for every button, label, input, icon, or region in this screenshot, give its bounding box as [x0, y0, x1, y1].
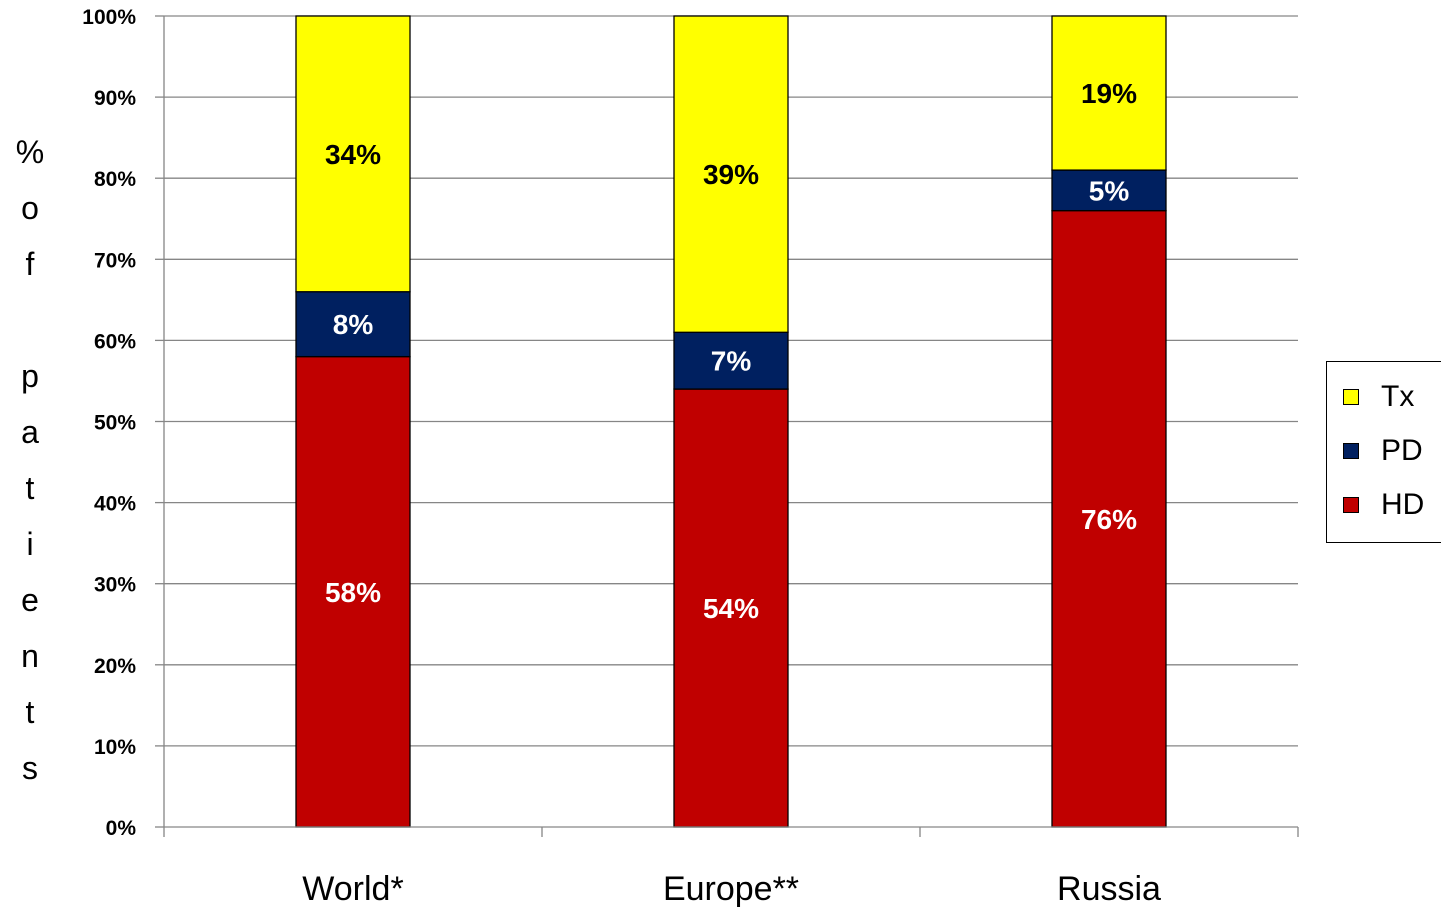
- bar-pd-0: [295, 291, 411, 358]
- bar-pd-2: [1051, 169, 1167, 212]
- x-tick-label: World*: [302, 870, 403, 908]
- y-tick-labels: 0% 10% 20% 30% 40% 50% 60% 70% 80% 90% 100%: [82, 6, 136, 840]
- legend-label-hd: HD: [1381, 488, 1425, 521]
- legend-swatch-pd: [1343, 443, 1359, 459]
- data-label: 76%: [1081, 504, 1137, 535]
- y-tick-label: 30%: [94, 574, 136, 597]
- y-tick-label: 60%: [94, 330, 136, 353]
- legend-label-tx: Tx: [1381, 380, 1415, 413]
- legend-swatch-tx: [1343, 389, 1359, 405]
- legend-item-hd: HD: [1343, 488, 1424, 522]
- bar-pd-1: [673, 331, 789, 390]
- y-tick-label: 50%: [94, 412, 136, 435]
- bar-labels: 58% 8% 34% 54% 7% 39% 76% 5% 19%: [325, 78, 1137, 624]
- y-axis-label-char: e: [21, 582, 39, 618]
- y-axis-label-char: o: [21, 190, 39, 226]
- y-tick-label: 70%: [94, 249, 136, 272]
- data-label: 8%: [333, 309, 374, 340]
- x-tick-labels: World* Europe** Russia: [302, 870, 1161, 908]
- data-label: 7%: [711, 346, 752, 377]
- bar-tx-0: [295, 15, 411, 293]
- bar-hd-2: [1051, 209, 1167, 828]
- data-label: 19%: [1081, 78, 1137, 109]
- data-label: 34%: [325, 139, 381, 170]
- y-axis-label-char: t: [25, 470, 35, 506]
- y-tick-label: 40%: [94, 493, 136, 516]
- y-tick-label: 80%: [94, 168, 136, 191]
- x-tick-label: Russia: [1057, 870, 1161, 908]
- y-tick-label: 100%: [82, 6, 136, 29]
- legend-label-pd: PD: [1381, 434, 1423, 467]
- data-label: 54%: [703, 593, 759, 624]
- legend-swatch-hd: [1343, 497, 1359, 513]
- y-tick-label: 0%: [106, 817, 137, 840]
- legend-item-pd: PD: [1343, 434, 1423, 468]
- x-tick-label: Europe**: [663, 870, 799, 908]
- legend-item-tx: Tx: [1343, 380, 1414, 414]
- data-label: 39%: [703, 159, 759, 190]
- y-axis-label-char: a: [21, 414, 39, 450]
- bar-tx-1: [673, 15, 789, 333]
- axes: [155, 15, 1299, 837]
- y-tick-label: 20%: [94, 655, 136, 678]
- legend: Tx PD HD: [1326, 361, 1441, 543]
- y-axis-label-char: t: [25, 694, 35, 730]
- data-label: 5%: [1089, 175, 1130, 206]
- bar-hd-1: [673, 388, 789, 828]
- y-axis-label-char: n: [21, 638, 39, 674]
- bar-tx-2: [1051, 15, 1167, 171]
- y-axis-label-char: s: [22, 750, 38, 786]
- y-axis-label-char: p: [21, 358, 39, 394]
- y-axis-label-char: i: [26, 526, 34, 562]
- y-axis-label-char: %: [15, 134, 45, 170]
- bars: [295, 15, 1167, 828]
- y-tick-label: 90%: [94, 87, 136, 110]
- y-axis-label-char: [26, 292, 35, 348]
- y-axis-label-char: f: [25, 246, 35, 282]
- data-label: 58%: [325, 577, 381, 608]
- y-tick-label: 10%: [94, 736, 136, 759]
